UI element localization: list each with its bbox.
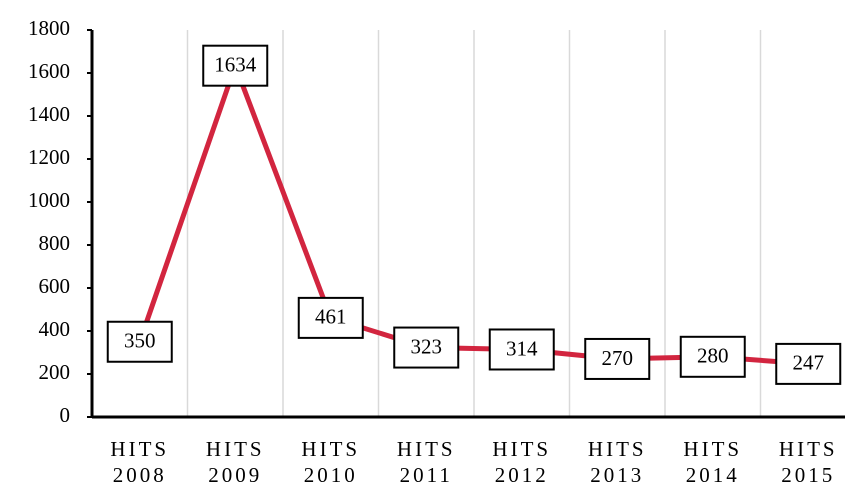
y-tick-label: 1600	[28, 59, 70, 83]
y-tick-label: 0	[60, 403, 71, 427]
data-label: 323	[411, 334, 443, 358]
data-label-box	[106, 320, 173, 363]
data-label: 461	[315, 305, 347, 329]
data-label-box	[202, 44, 269, 87]
data-label: 1634	[214, 53, 257, 77]
x-tick-label: HITS 2013	[587, 437, 647, 487]
data-label-box	[775, 342, 842, 385]
y-tick-label: 1400	[28, 102, 70, 126]
data-label: 280	[697, 344, 729, 368]
y-tick-label: 200	[39, 360, 71, 384]
data-label: 247	[793, 351, 825, 375]
y-tick-label: 1200	[28, 145, 70, 169]
data-label-box	[679, 335, 746, 378]
data-label-box	[297, 296, 364, 339]
y-tick-label: 400	[39, 317, 71, 341]
x-tick-label: HITS 2014	[683, 437, 743, 487]
y-tick-label: 1800	[28, 16, 70, 40]
y-tick-label: 1000	[28, 188, 70, 212]
x-tick-label: HITS 2015	[778, 437, 838, 487]
data-label-box	[584, 337, 651, 380]
data-label: 314	[506, 336, 538, 360]
data-label: 270	[602, 346, 634, 370]
data-label-box	[393, 326, 460, 369]
x-tick-label: HITS 2011	[396, 437, 456, 487]
data-label-box	[488, 328, 555, 371]
data-label: 350	[124, 329, 156, 353]
x-tick-label: HITS 2009	[205, 437, 265, 487]
y-tick-label: 800	[39, 231, 71, 255]
x-tick-label: HITS 2010	[301, 437, 361, 487]
x-tick-label: HITS 2012	[492, 437, 552, 487]
x-tick-label: HITS 2008	[110, 437, 170, 487]
y-tick-label: 600	[39, 274, 71, 298]
